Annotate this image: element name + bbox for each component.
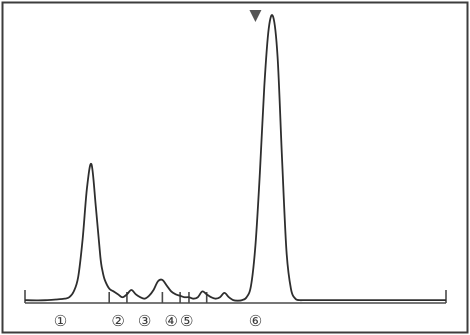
fraction-label-6: ⑥ — [249, 312, 262, 330]
fraction-label-4: ④ — [165, 312, 178, 330]
fraction-label-1: ① — [54, 312, 67, 330]
fraction-label-3: ③ — [138, 312, 151, 330]
application-point-marker — [249, 10, 262, 22]
density-trace — [24, 14, 446, 302]
fraction-label-2: ② — [111, 312, 124, 330]
fraction-label-5: ⑤ — [180, 312, 193, 330]
